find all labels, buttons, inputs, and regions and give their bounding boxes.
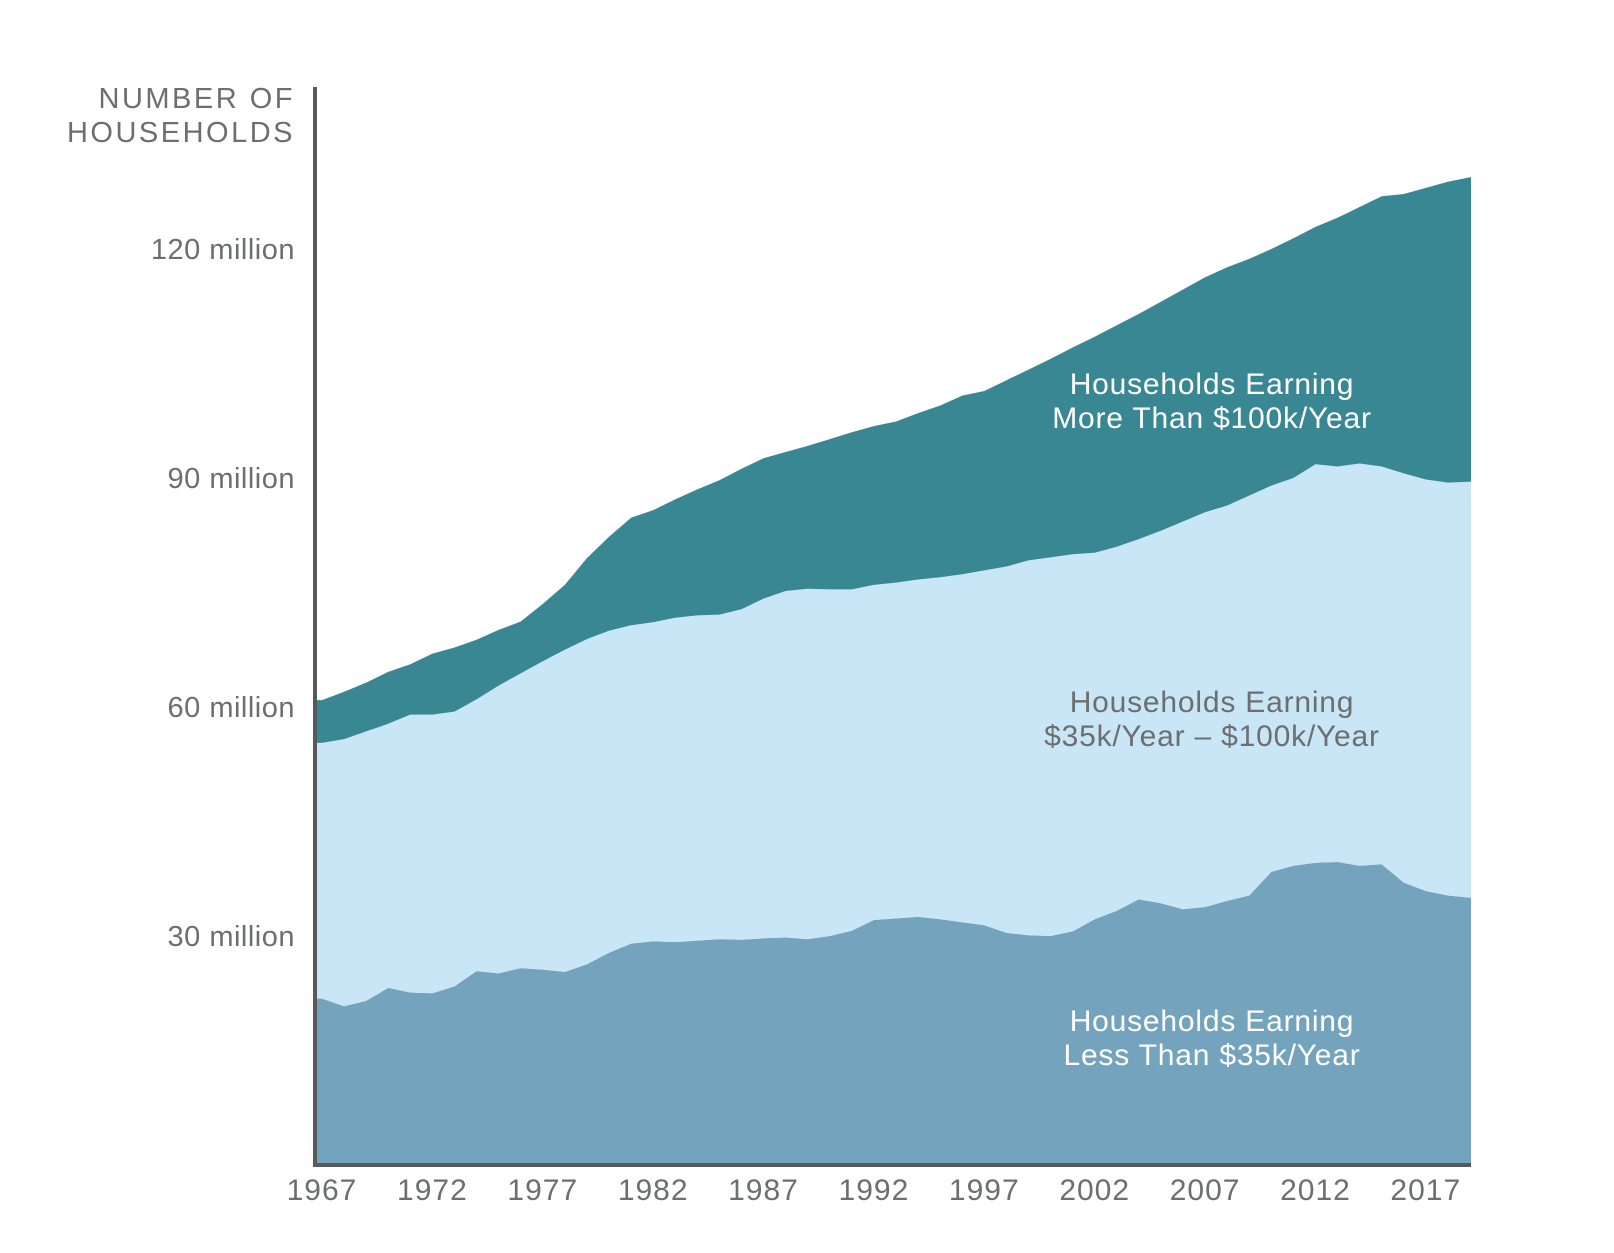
axes-group: [313, 87, 1471, 1167]
x-tick-label-2012: 2012: [1280, 1174, 1351, 1207]
y-axis-title-line-1: NUMBER OF: [99, 83, 296, 115]
x-tick-label-2017: 2017: [1390, 1174, 1461, 1207]
area-households-more-than-100k: [315, 177, 1471, 743]
y-axis-title: NUMBER OF HOUSEHOLDS: [67, 83, 296, 149]
y-axis-line: [313, 87, 317, 1167]
area-label-more-than-100k-line-2: More Than $100k/Year: [1052, 402, 1372, 435]
x-tick-label-1987: 1987: [728, 1174, 799, 1207]
area-labels-group: Households Earning More Than $100k/Year …: [1044, 368, 1380, 1072]
y-tick-label-90m: 90 million: [168, 463, 296, 495]
x-tick-label-1992: 1992: [839, 1174, 910, 1207]
area-label-35k-to-100k-line-2: $35k/Year – $100k/Year: [1044, 720, 1380, 753]
x-tick-label-1982: 1982: [618, 1174, 689, 1207]
x-axis-line: [313, 1163, 1471, 1167]
x-tick-label-2007: 2007: [1170, 1174, 1241, 1207]
y-tick-labels: 120 million 90 million 60 million 30 millio…: [151, 234, 295, 953]
area-label-35k-to-100k-line-1: Households Earning: [1070, 686, 1355, 719]
area-households-less-than-35k: [315, 862, 1471, 1165]
x-tick-label-1997: 1997: [949, 1174, 1020, 1207]
x-tick-labels: 1967 1972 1977 1982 1987 1992 1997 2002 2007 2012…: [287, 1174, 1461, 1207]
x-tick-label-1977: 1977: [507, 1174, 578, 1207]
x-tick-label-2002: 2002: [1059, 1174, 1130, 1207]
area-households-35k-to-100k: [315, 463, 1471, 1007]
y-axis-title-line-2: HOUSEHOLDS: [67, 117, 295, 149]
area-series-group: [315, 177, 1471, 1165]
y-tick-label-120m: 120 million: [151, 234, 295, 266]
x-tick-label-1972: 1972: [397, 1174, 468, 1207]
area-label-less-than-35k-line-2: Less Than $35k/Year: [1063, 1039, 1360, 1072]
y-tick-label-60m: 60 million: [168, 692, 296, 724]
y-tick-label-30m: 30 million: [168, 921, 296, 953]
area-label-more-than-100k-line-1: Households Earning: [1070, 368, 1355, 401]
area-label-less-than-35k-line-1: Households Earning: [1070, 1005, 1355, 1038]
x-tick-label-1967: 1967: [287, 1174, 358, 1207]
